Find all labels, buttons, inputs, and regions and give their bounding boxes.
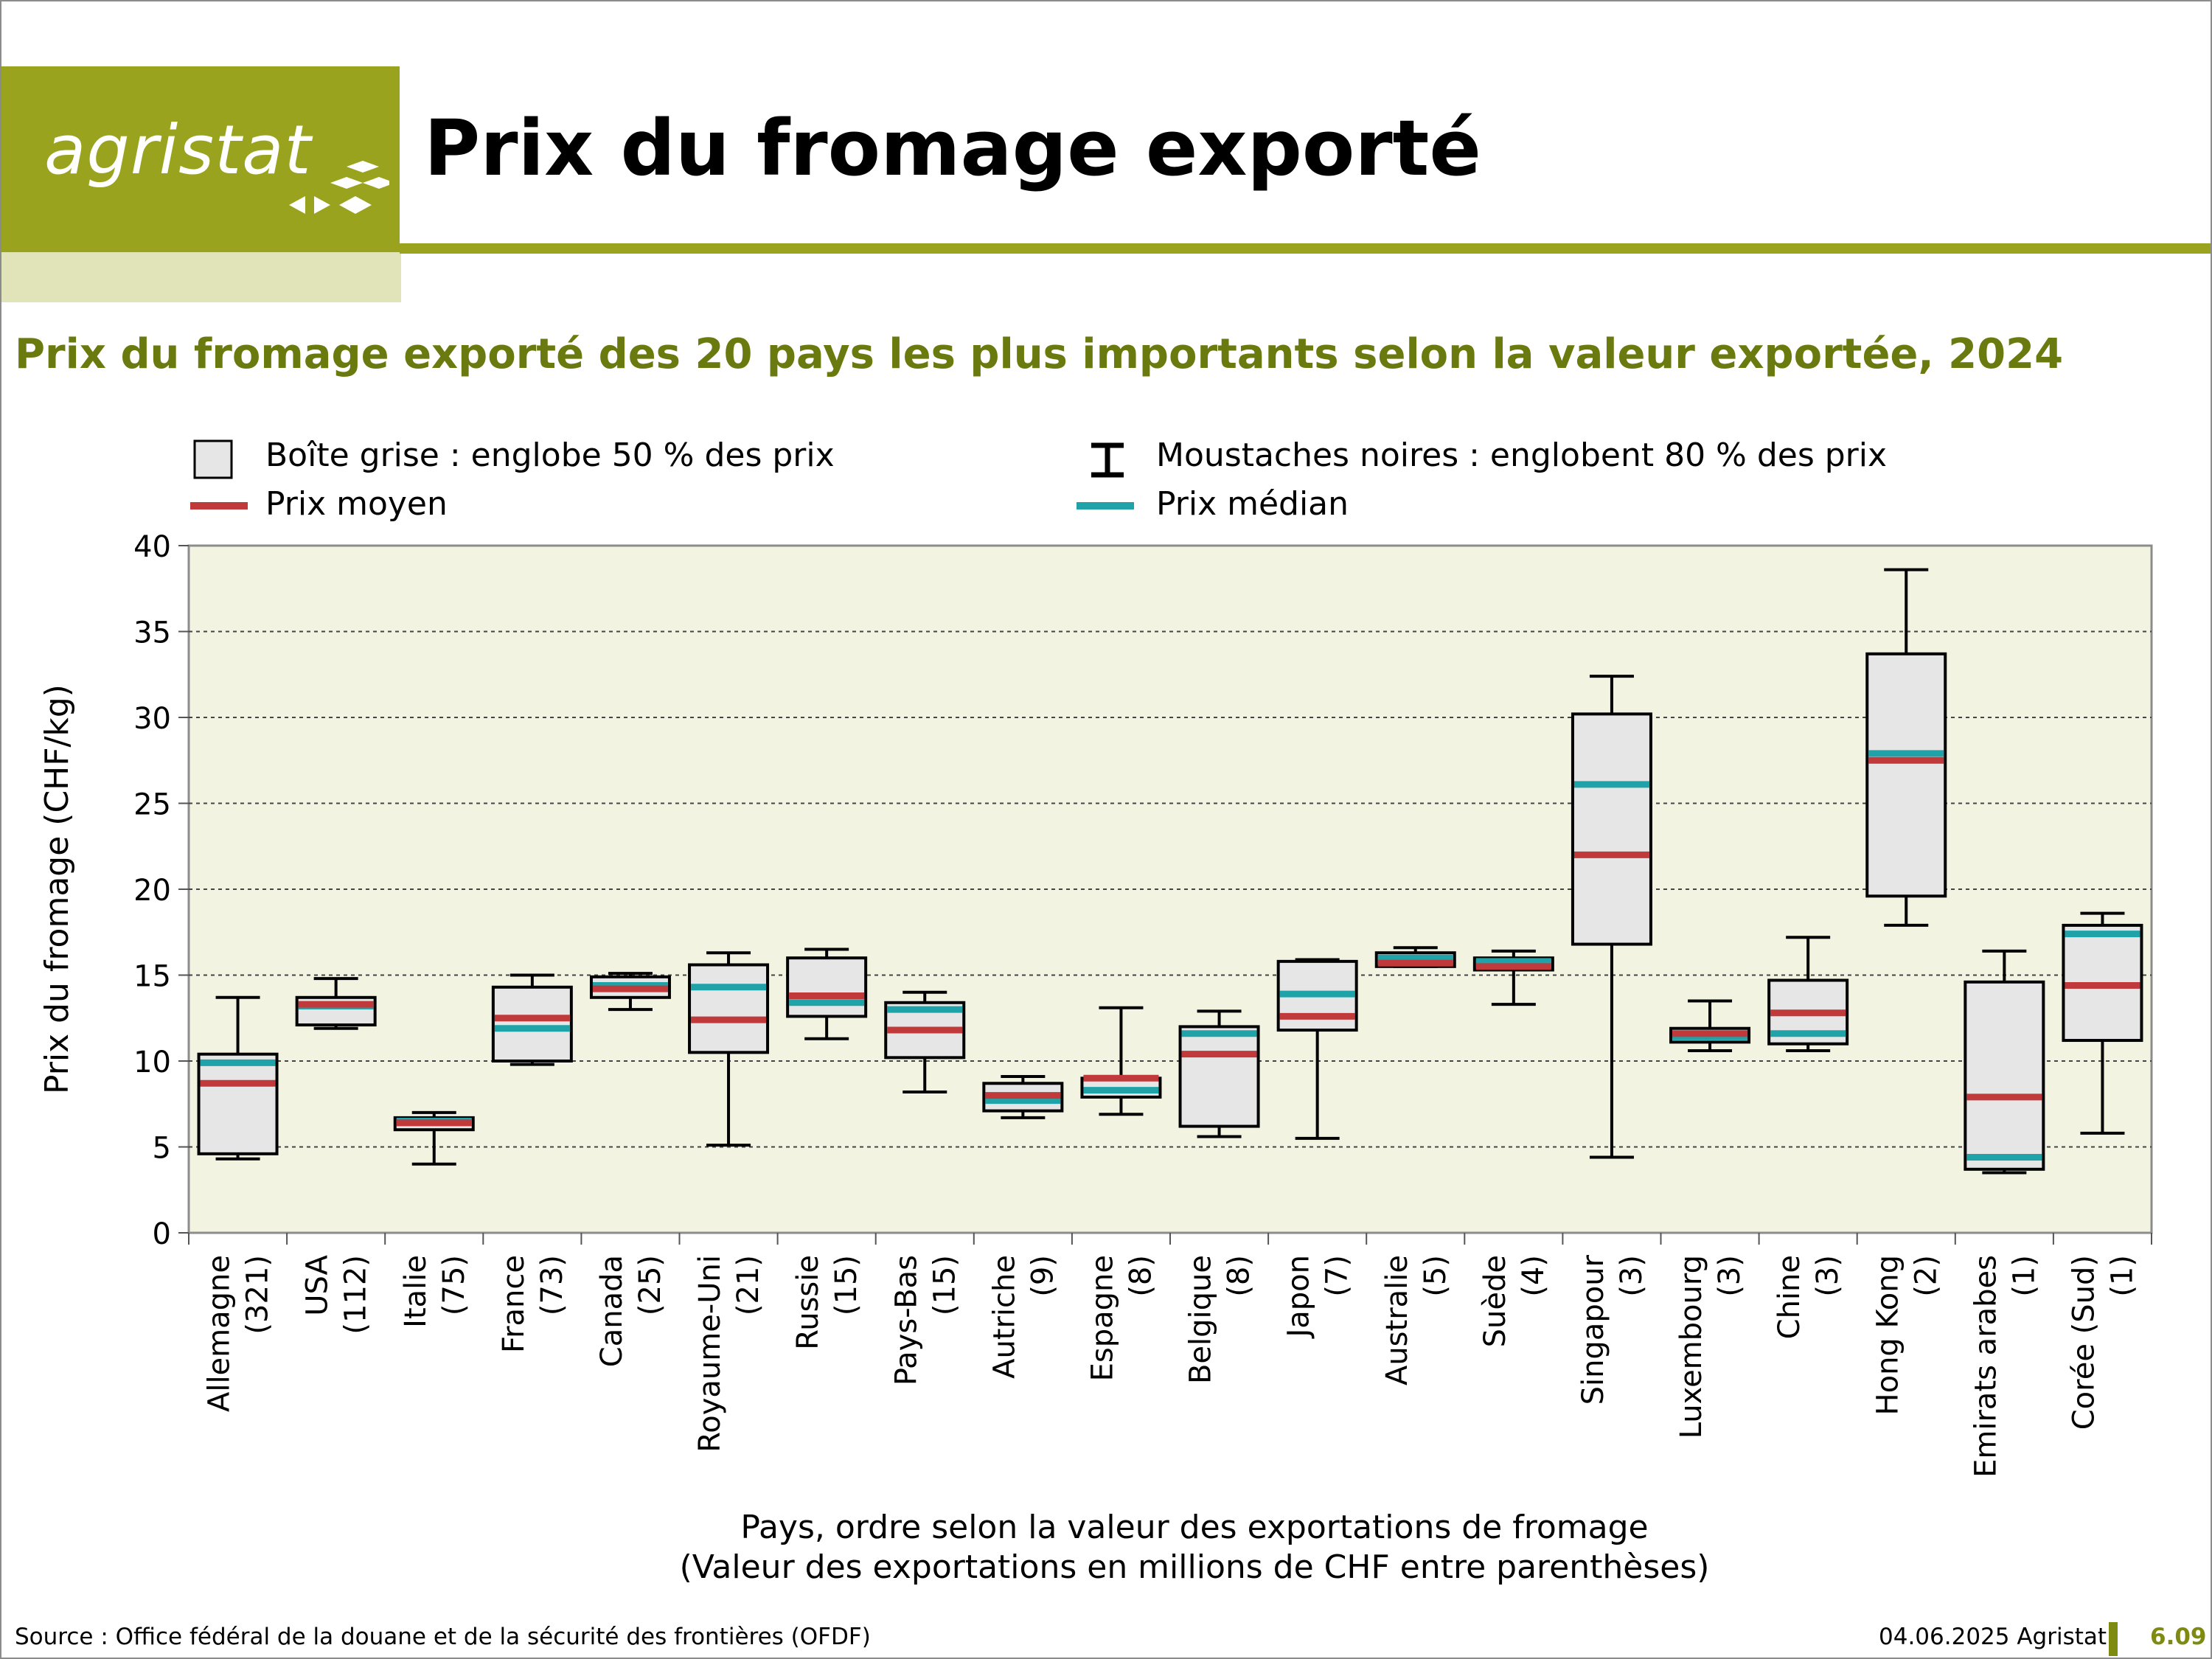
x-category-label: USA	[301, 1254, 335, 1315]
x-category-value: (3)	[1811, 1255, 1845, 1297]
x-category-label: Australie	[1380, 1255, 1414, 1385]
x-category-value: (9)	[1026, 1255, 1060, 1297]
x-category-label: Emirats arabes	[1969, 1255, 2003, 1478]
legend-whisker-icon	[1091, 442, 1124, 478]
x-category-value: (3)	[1713, 1255, 1747, 1297]
legend-box-label: Boîte grise : englobe 50 % des prix	[265, 437, 835, 474]
legend-box-swatch	[193, 439, 233, 479]
x-category-label: Espagne	[1085, 1255, 1119, 1381]
y-tick-label: 25	[133, 788, 171, 822]
x-category-value: (25)	[633, 1255, 667, 1315]
footer-date: 04.06.2025 Agristat	[1879, 1624, 2107, 1650]
legend-median-label: Prix médian	[1156, 485, 1349, 523]
x-category-label: Autriche	[987, 1255, 1021, 1379]
legend-whisker-label: Moustaches noires : englobent 80 % des p…	[1156, 437, 1888, 474]
x-category-value: (5)	[1419, 1255, 1453, 1297]
legend-median-swatch	[1077, 502, 1134, 509]
x-axis-note: (Valeur des exportations en millions de …	[679, 1548, 1710, 1586]
x-category-label: Chine	[1773, 1255, 1806, 1339]
x-category-label: Allemagne	[203, 1255, 237, 1412]
logo-underlay	[1, 252, 401, 302]
iqr-box	[491, 985, 573, 1063]
source-note: Source : Office fédéral de la douane et …	[15, 1624, 871, 1650]
y-tick-label: 40	[133, 530, 171, 564]
iqr-box	[1571, 712, 1652, 946]
x-category-label: Italie	[399, 1255, 433, 1328]
x-category-label: Pays-Bas	[889, 1255, 923, 1385]
y-tick-label: 35	[133, 616, 171, 650]
iqr-box	[688, 963, 770, 1054]
x-category-label: Hong Kong	[1871, 1255, 1905, 1415]
x-category-value: (1)	[2007, 1255, 2041, 1297]
x-category-label: Japon	[1282, 1255, 1316, 1340]
y-tick-label: 20	[133, 874, 171, 908]
iqr-box	[197, 1052, 279, 1155]
legend-mean-swatch	[190, 502, 248, 509]
logo-diamonds-icon	[289, 161, 389, 214]
x-category-value: (75)	[437, 1255, 471, 1315]
x-category-value: (1)	[2105, 1255, 2139, 1297]
x-category-value: (112)	[339, 1255, 373, 1335]
x-category-value: (7)	[1321, 1255, 1354, 1297]
x-category-value: (2)	[1909, 1255, 1943, 1297]
y-tick-label: 15	[133, 960, 171, 994]
x-category-value: (15)	[830, 1255, 863, 1315]
page-title: Prix du fromage exporté	[424, 103, 1481, 193]
footer-divider	[2109, 1622, 2118, 1656]
x-category-label: France	[497, 1255, 531, 1353]
logo-panel	[1, 66, 400, 252]
page-number: 6.09	[2150, 1624, 2207, 1650]
x-category-value: (4)	[1517, 1255, 1551, 1297]
x-category-label: Singapour	[1576, 1254, 1610, 1405]
y-tick-label: 10	[133, 1046, 171, 1079]
x-category-label: Luxembourg	[1674, 1255, 1708, 1439]
x-category-label: Belgique	[1184, 1255, 1218, 1384]
x-category-label: Corée (Sud)	[2067, 1255, 2101, 1430]
x-category-label: Royaume-Uni	[693, 1255, 727, 1453]
chart-title: Prix du fromage exporté des 20 pays les …	[15, 330, 2064, 378]
y-tick-label: 0	[153, 1217, 171, 1251]
x-category-label: Canada	[595, 1255, 629, 1367]
header-rule	[400, 243, 2211, 254]
x-category-label: Suède	[1478, 1255, 1512, 1347]
x-category-value: (8)	[1124, 1255, 1158, 1297]
iqr-box	[786, 956, 868, 1018]
x-category-label: Russie	[791, 1255, 825, 1350]
y-axis-title: Prix du fromage (CHF/kg)	[38, 684, 76, 1094]
x-axis-title: Pays, ordre selon la valeur des exportat…	[740, 1509, 1649, 1546]
x-category-value: (73)	[535, 1255, 569, 1315]
logo-wordmark: agristat	[44, 111, 312, 189]
x-category-value: (21)	[731, 1255, 765, 1315]
y-tick-label: 30	[133, 702, 171, 736]
y-tick-label: 5	[153, 1132, 171, 1166]
x-category-value: (8)	[1222, 1255, 1256, 1297]
x-category-value: (321)	[241, 1255, 275, 1335]
legend-mean-label: Prix moyen	[265, 485, 448, 523]
x-category-value: (15)	[928, 1255, 961, 1315]
iqr-box	[1178, 1025, 1260, 1128]
iqr-box	[1964, 980, 2045, 1171]
x-category-value: (3)	[1615, 1255, 1649, 1297]
iqr-box	[1865, 652, 1947, 898]
